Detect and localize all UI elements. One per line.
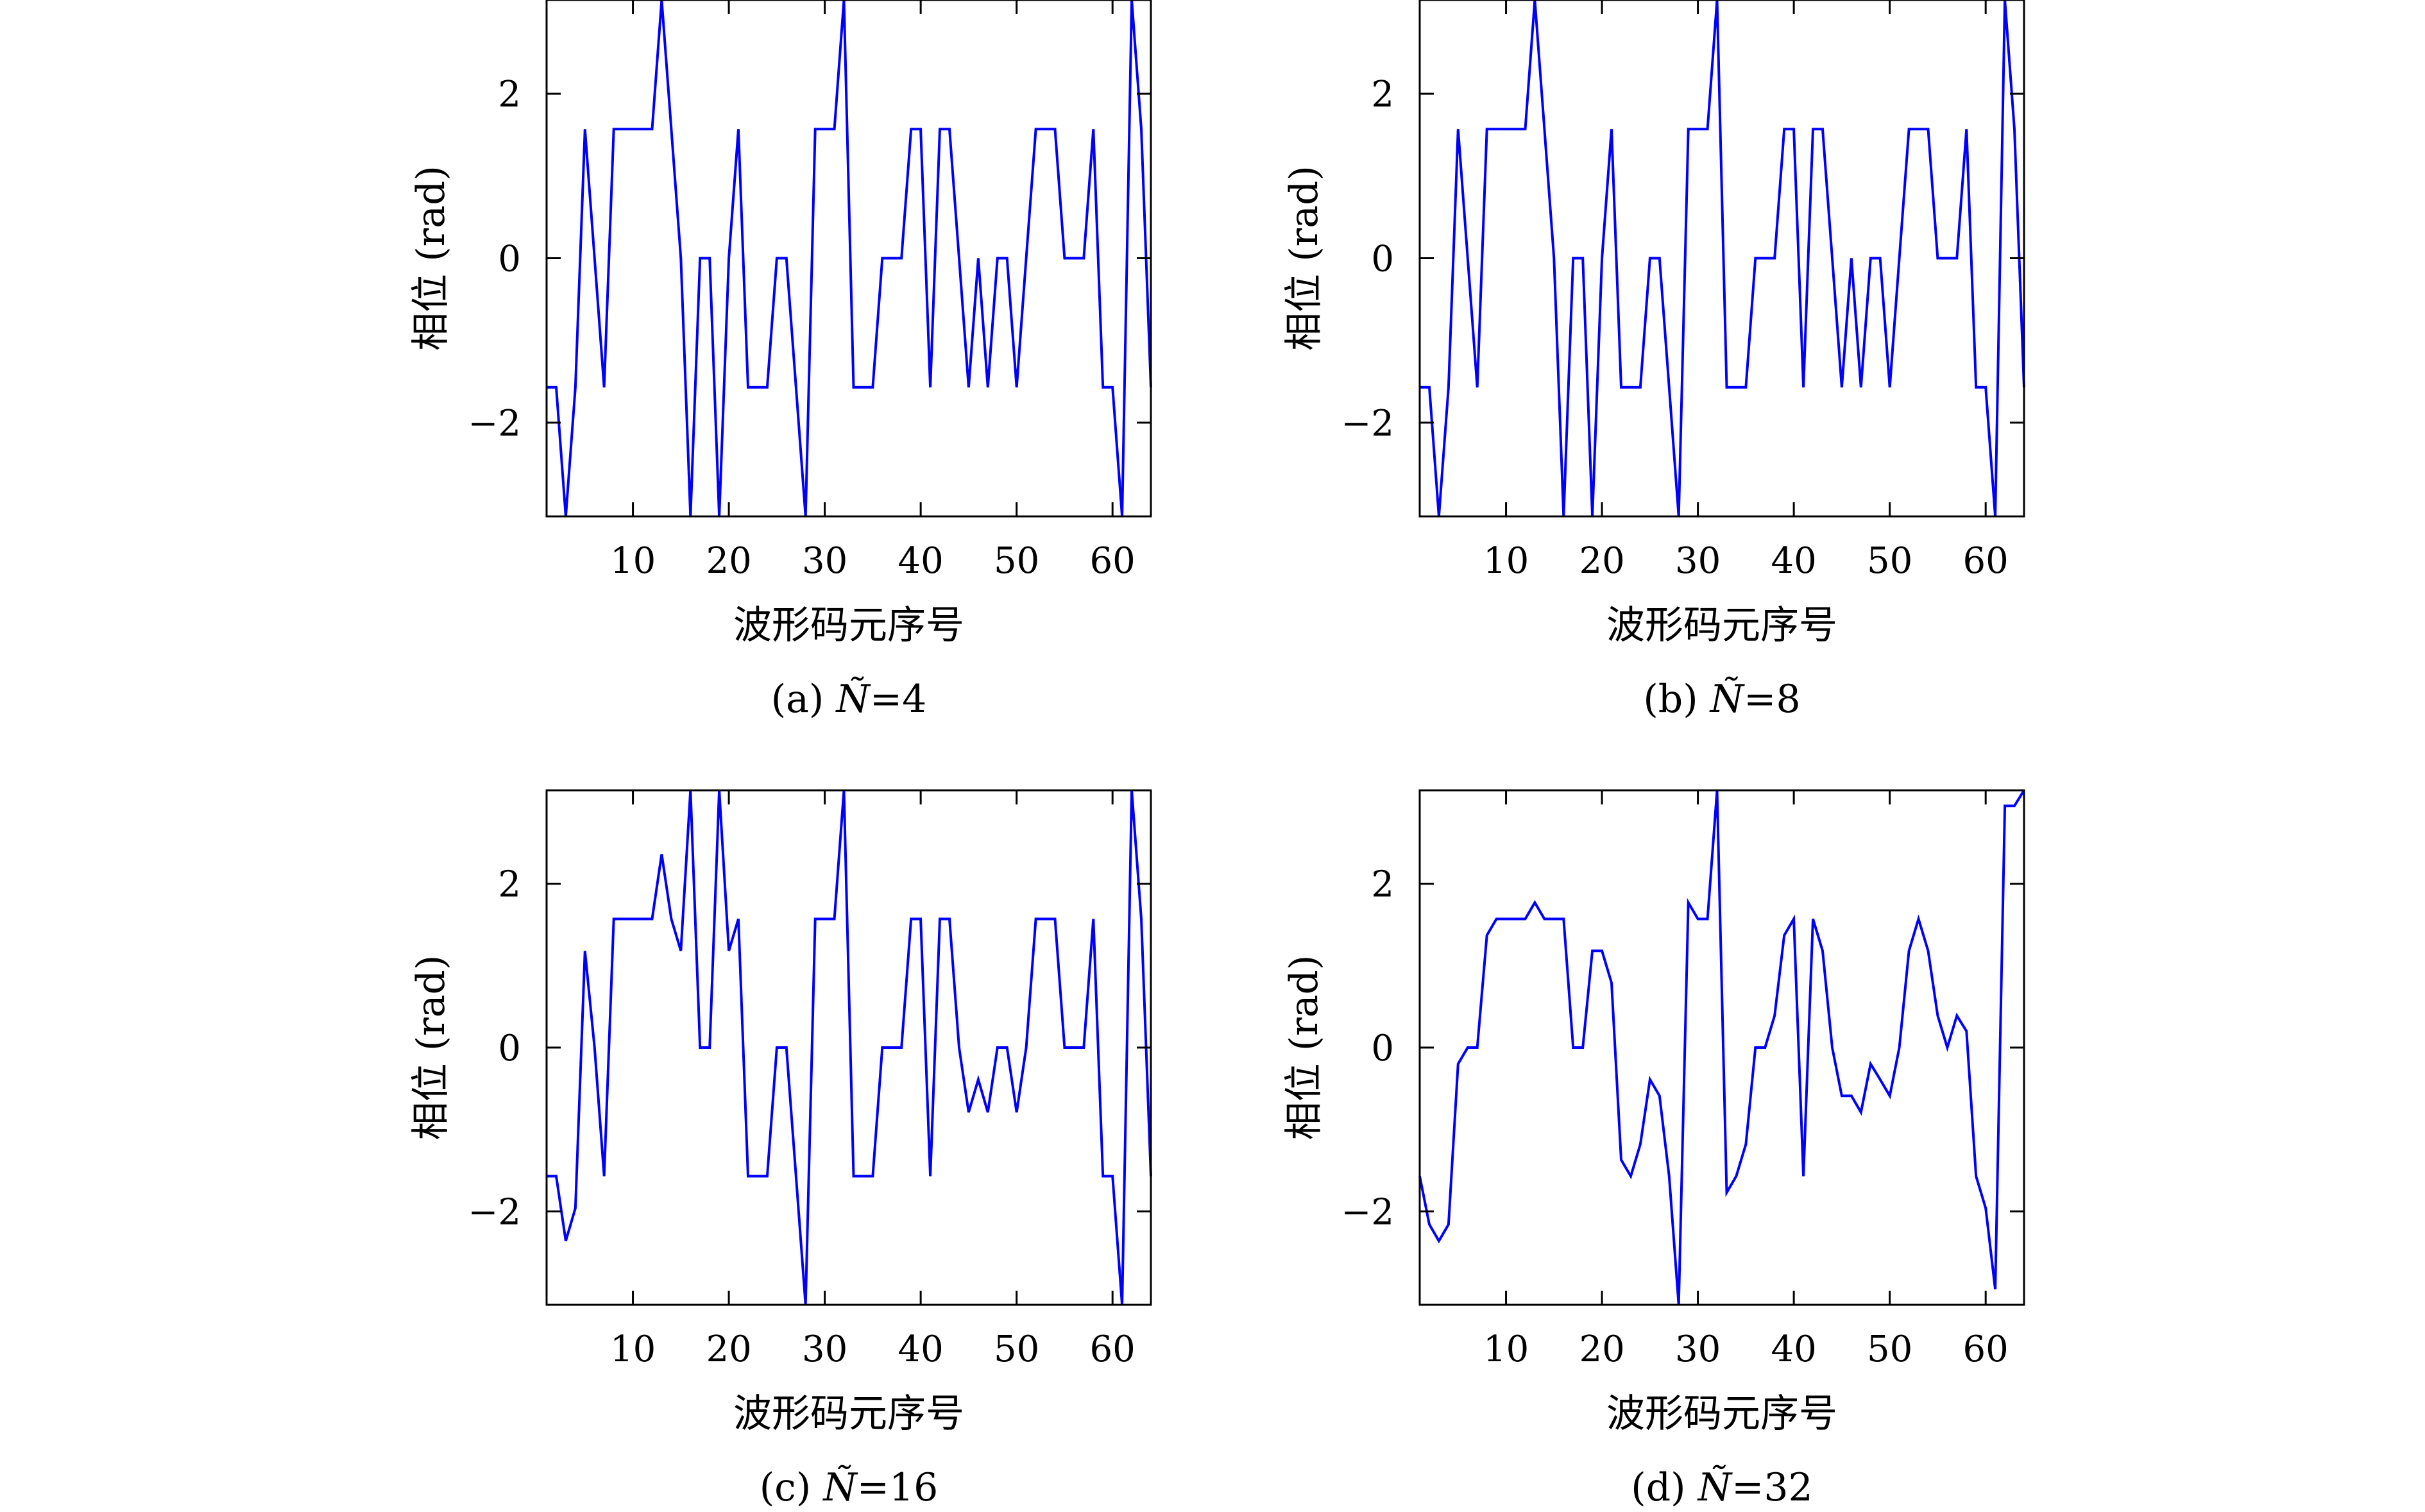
x-tick-label: 50 bbox=[1867, 540, 1912, 582]
y-tick-label: 0 bbox=[498, 239, 521, 280]
y-axis-label: 相位 (rad) bbox=[409, 166, 454, 351]
caption-symbol: Ñ bbox=[835, 676, 871, 722]
x-tick-label: 40 bbox=[898, 540, 944, 582]
series-line-c bbox=[547, 790, 1152, 1305]
x-tick-label: 30 bbox=[1675, 540, 1721, 582]
panel-c: 10 20 30 40 50 60 −2 0 2 波形码元序号 相位 (rad) (c) Ñ=16 bbox=[409, 789, 1152, 1510]
panel-a: 10 20 30 40 50 60 −2 0 2 波形码元序号 相位 (rad) (a) Ñ=4 bbox=[409, 0, 1152, 722]
x-axis-label: 波形码元序号 bbox=[1606, 1391, 1837, 1436]
caption-prefix: (c) bbox=[760, 1465, 824, 1510]
x-axis-label: 波形码元序号 bbox=[733, 603, 964, 648]
x-tick-label: 10 bbox=[1483, 540, 1529, 582]
x-tick-label: 30 bbox=[1675, 1329, 1721, 1370]
x-tick-label: 50 bbox=[1867, 1329, 1912, 1370]
panel-b: 10 20 30 40 50 60 −2 0 2 波形码元序号 相位 (rad) (b) Ñ=8 bbox=[1282, 0, 2025, 722]
x-axis-label: 波形码元序号 bbox=[733, 1391, 964, 1436]
y-tick-label: 2 bbox=[1371, 864, 1394, 906]
y-tick-label: 2 bbox=[1371, 74, 1394, 115]
caption-value: =16 bbox=[857, 1465, 939, 1510]
y-tick-label: −2 bbox=[468, 1191, 521, 1233]
caption-symbol: Ñ bbox=[1709, 676, 1746, 722]
x-tick-label: 40 bbox=[1771, 1329, 1817, 1370]
caption-symbol: Ñ bbox=[1697, 1465, 1733, 1510]
y-axis-label: 相位 (rad) bbox=[1282, 955, 1327, 1141]
caption-value: =4 bbox=[870, 677, 926, 722]
panel-caption: (a) Ñ=4 bbox=[771, 676, 927, 722]
caption-prefix: (b) bbox=[1643, 677, 1710, 722]
y-tick-label: −2 bbox=[468, 403, 521, 445]
caption-symbol: Ñ bbox=[822, 1465, 858, 1510]
x-tick-label: 30 bbox=[802, 1329, 847, 1370]
x-axis-label: 波形码元序号 bbox=[1606, 603, 1837, 648]
panel-caption: (d) Ñ=32 bbox=[1631, 1465, 1812, 1510]
y-tick-label: 0 bbox=[1371, 1028, 1394, 1069]
x-tick-label: 60 bbox=[1963, 540, 2009, 582]
x-tick-label: 20 bbox=[1579, 540, 1624, 582]
caption-value: =32 bbox=[1732, 1465, 1813, 1510]
x-tick-label: 20 bbox=[706, 540, 751, 582]
y-tick-label: 2 bbox=[498, 74, 521, 115]
x-tick-label: 20 bbox=[706, 1329, 751, 1370]
plot-frame bbox=[1418, 789, 2025, 1306]
panel-caption: (c) Ñ=16 bbox=[760, 1465, 939, 1510]
panel-caption: (b) Ñ=8 bbox=[1643, 676, 1800, 722]
y-tick-label: −2 bbox=[1341, 1191, 1394, 1233]
x-tick-label: 40 bbox=[1771, 540, 1817, 582]
caption-prefix: (d) bbox=[1631, 1465, 1698, 1510]
plot-frame bbox=[1418, 0, 2025, 518]
y-tick-label: 2 bbox=[498, 864, 521, 906]
caption-value: =8 bbox=[1744, 677, 1800, 722]
x-tick-label: 60 bbox=[1963, 1329, 2009, 1370]
caption-prefix: (a) bbox=[771, 677, 837, 722]
plot-frame bbox=[545, 0, 1152, 518]
series-line-d bbox=[1418, 789, 2025, 1305]
x-tick-label: 60 bbox=[1090, 540, 1136, 582]
y-tick-label: 0 bbox=[1371, 239, 1394, 280]
plot-frame bbox=[545, 789, 1152, 1306]
x-tick-label: 50 bbox=[994, 1329, 1039, 1370]
x-tick-label: 50 bbox=[994, 540, 1039, 582]
y-tick-label: 0 bbox=[498, 1028, 521, 1069]
y-axis-label: 相位 (rad) bbox=[409, 955, 454, 1141]
y-tick-label: −2 bbox=[1341, 403, 1394, 445]
x-tick-label: 20 bbox=[1579, 1329, 1624, 1370]
x-tick-label: 10 bbox=[1483, 1329, 1529, 1370]
y-axis-label: 相位 (rad) bbox=[1282, 166, 1327, 351]
x-tick-label: 60 bbox=[1090, 1329, 1136, 1370]
x-tick-label: 30 bbox=[802, 540, 847, 582]
x-tick-label: 10 bbox=[610, 1329, 656, 1370]
x-tick-label: 10 bbox=[610, 540, 656, 582]
x-tick-label: 40 bbox=[898, 1329, 944, 1370]
series-line-b bbox=[1420, 0, 2025, 517]
panel-d: 10 20 30 40 50 60 −2 0 2 波形码元序号 相位 (rad) (d) Ñ=32 bbox=[1282, 789, 2025, 1510]
series-line-a bbox=[547, 0, 1152, 517]
